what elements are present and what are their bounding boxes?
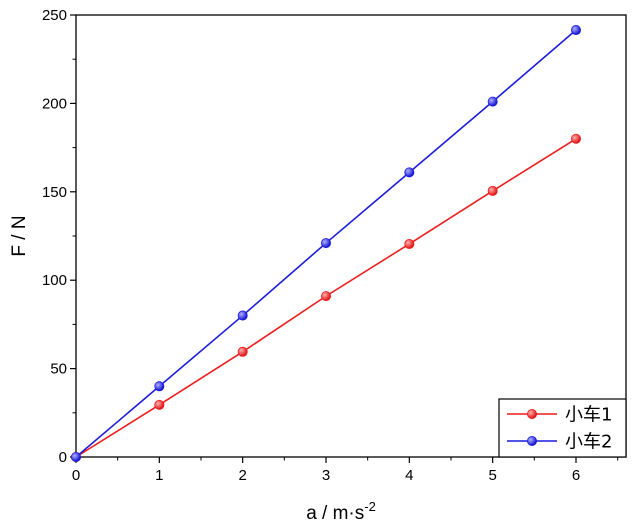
- x-axis-title: a / m·s-2: [306, 499, 376, 524]
- x-tick-label: 1: [155, 467, 163, 484]
- legend-marker: [527, 408, 538, 419]
- y-tick-label: 0: [59, 449, 67, 466]
- y-tick-label: 150: [42, 184, 67, 201]
- x-tick-label: 5: [488, 467, 496, 484]
- axis-labels: a / m·s-2 F / N: [9, 215, 376, 524]
- x-tick-label: 6: [572, 467, 580, 484]
- x-axis-title-main: a / m·s: [306, 503, 364, 524]
- legend-marker: [527, 435, 538, 446]
- y-tick-label: 200: [42, 95, 67, 112]
- y-tick-label: 50: [50, 361, 67, 378]
- legend-item: 小车2: [507, 432, 612, 453]
- data-point: [404, 167, 415, 178]
- data-point: [237, 346, 248, 357]
- y-axis-title: F / N: [9, 215, 30, 256]
- data-point: [487, 96, 498, 107]
- data-point: [571, 25, 582, 36]
- x-tick-label: 4: [405, 467, 413, 484]
- data-point: [154, 399, 165, 410]
- data-point: [571, 133, 582, 144]
- axis-ticks: 0 1 2 3 4 5 6 0 50 100 150 200 250: [42, 7, 619, 484]
- x-tick-label: 3: [322, 467, 330, 484]
- x-tick-label: 0: [72, 467, 80, 484]
- x-axis-title-superscript: -2: [364, 499, 376, 514]
- legend-item: 小车1: [507, 405, 612, 426]
- series-2: [71, 25, 582, 462]
- x-tick-label: 2: [238, 467, 246, 484]
- series-layer: [71, 25, 582, 462]
- data-point: [487, 185, 498, 196]
- legend-label: 小车2: [565, 432, 612, 453]
- data-point: [404, 238, 415, 249]
- legend-box: [498, 398, 627, 458]
- y-tick-label: 100: [42, 272, 67, 289]
- data-point: [154, 381, 165, 392]
- y-tick-label: 250: [42, 7, 67, 24]
- data-point: [320, 291, 331, 302]
- data-point: [71, 451, 82, 462]
- legend-label: 小车1: [565, 405, 612, 426]
- data-point: [237, 310, 248, 321]
- data-point: [320, 238, 331, 249]
